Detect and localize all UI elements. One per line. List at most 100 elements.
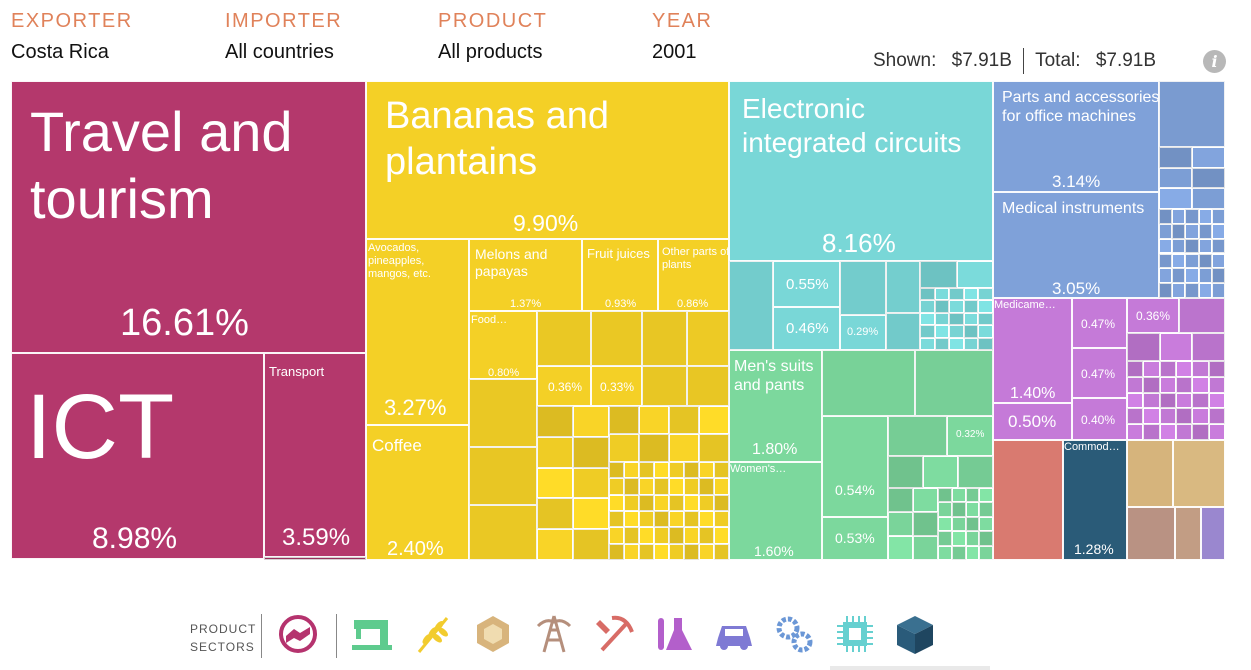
elec-small-tile[interactable]	[920, 337, 935, 350]
machinery-small-tile[interactable]	[1211, 268, 1225, 284]
elec-small-tile[interactable]	[963, 288, 979, 301]
elec-tile-055[interactable]: 0.55%	[773, 261, 840, 307]
wheat-icon[interactable]	[411, 612, 455, 656]
textile-tile-032[interactable]: 0.32%	[947, 416, 993, 456]
textile-small-tile[interactable]	[965, 516, 980, 532]
tile-medical-instruments[interactable]: Medical instruments 3.05%	[993, 192, 1159, 298]
chem-small-tile[interactable]	[1159, 376, 1176, 393]
agri-small-tile[interactable]	[639, 543, 654, 560]
textile-small-tile[interactable]	[958, 456, 993, 488]
chem-small-tile[interactable]	[1208, 424, 1225, 440]
agri-small-tile[interactable]	[654, 511, 669, 528]
textile-small-tile[interactable]	[888, 536, 913, 560]
agri-small-tile[interactable]	[684, 494, 699, 511]
agri-small-tile[interactable]	[573, 529, 609, 560]
agri-small-tile[interactable]	[699, 511, 714, 528]
agri-small-tile[interactable]	[669, 543, 684, 560]
textile-small-tile[interactable]	[979, 531, 993, 546]
agri-small-tile[interactable]	[624, 494, 639, 511]
machinery-small-tile[interactable]	[1198, 223, 1212, 239]
agri-small-tile[interactable]	[714, 527, 729, 544]
textile-small-tile[interactable]	[965, 531, 980, 546]
chem-small-tile[interactable]	[1159, 424, 1176, 440]
gears-icon[interactable]	[773, 612, 817, 656]
elec-small-tile[interactable]	[934, 312, 950, 326]
textile-small-tile[interactable]	[938, 531, 952, 546]
agri-tile-033[interactable]: 0.33%	[591, 366, 642, 406]
tile-electronic-integrated-circuits[interactable]: Electronic integrated circuits 8.16%	[729, 81, 993, 261]
textile-small-tile[interactable]	[979, 545, 993, 560]
textile-small-tile[interactable]	[913, 488, 938, 512]
elec-tile-029[interactable]: 0.29%	[840, 315, 886, 350]
chem-tile[interactable]	[1179, 298, 1225, 333]
agri-small-tile[interactable]	[537, 436, 573, 468]
chem-small-tile[interactable]	[1192, 408, 1209, 425]
tile-coffee[interactable]: Coffee 2.40%	[366, 425, 469, 560]
machinery-small-tile[interactable]	[1159, 283, 1173, 298]
agri-tile[interactable]	[537, 311, 591, 366]
scroll-indicator[interactable]	[830, 666, 990, 670]
chem-small-tile[interactable]	[1176, 408, 1193, 425]
elec-small-tile[interactable]	[920, 300, 935, 313]
machinery-small-tile[interactable]	[1211, 238, 1225, 254]
minerals-tile[interactable]	[1127, 507, 1175, 560]
elec-small-tile[interactable]	[963, 312, 979, 326]
textile-small-tile[interactable]	[888, 512, 913, 536]
agri-small-tile[interactable]	[669, 527, 684, 544]
elec-tile[interactable]	[840, 261, 886, 315]
chem-small-tile[interactable]	[1208, 408, 1225, 425]
tile-ict[interactable]: ICT 8.98%	[11, 353, 264, 559]
agri-small-tile[interactable]	[654, 527, 669, 544]
agri-small-tile[interactable]	[669, 406, 699, 434]
agri-tile[interactable]	[642, 311, 687, 366]
agri-small-tile[interactable]	[684, 511, 699, 528]
elec-small-tile[interactable]	[920, 261, 957, 288]
machinery-small-tile[interactable]	[1198, 253, 1212, 269]
agri-small-tile[interactable]	[537, 529, 573, 560]
elec-tile[interactable]	[729, 261, 773, 350]
chem-small-tile[interactable]	[1176, 361, 1193, 377]
machinery-small-tile[interactable]	[1185, 253, 1199, 269]
machinery-tile[interactable]	[1159, 81, 1225, 147]
info-icon[interactable]: i	[1203, 50, 1226, 73]
tile-other-parts-of-plants[interactable]: Other parts of plants 0.86%	[658, 239, 729, 311]
textile-tile-053[interactable]: 0.53%	[822, 517, 888, 560]
machinery-small-tile[interactable]	[1211, 253, 1225, 269]
agri-small-tile[interactable]	[699, 478, 714, 495]
elec-small-tile[interactable]	[949, 288, 964, 301]
exporter-filter[interactable]: EXPORTER Costa Rica	[11, 10, 133, 64]
agri-small-tile[interactable]	[609, 511, 624, 528]
tile-travel-and-tourism[interactable]: Travel and tourism 16.61%	[11, 81, 366, 353]
chem-small-tile[interactable]	[1192, 333, 1225, 361]
textile-tile[interactable]	[915, 350, 993, 416]
chem-tile-036[interactable]: 0.36%	[1127, 298, 1179, 333]
elec-small-tile[interactable]	[978, 300, 993, 313]
elec-small-tile[interactable]	[934, 288, 950, 301]
chem-small-tile[interactable]	[1127, 424, 1144, 440]
textile-small-tile[interactable]	[979, 516, 993, 532]
agri-small-tile[interactable]	[573, 467, 609, 499]
chem-tile-047b[interactable]: 0.47%	[1072, 348, 1127, 398]
year-filter[interactable]: YEAR 2001	[652, 10, 712, 64]
car-icon[interactable]	[712, 612, 756, 656]
machinery-small-tile[interactable]	[1172, 223, 1186, 239]
machinery-small-tile[interactable]	[1172, 209, 1186, 224]
textile-small-tile[interactable]	[938, 516, 952, 532]
importer-value[interactable]: All countries	[225, 41, 334, 63]
agri-small-tile[interactable]	[639, 478, 654, 495]
machinery-small-tile[interactable]	[1198, 268, 1212, 284]
services-sliver-tile[interactable]	[264, 557, 366, 560]
agri-small-tile[interactable]	[714, 511, 729, 528]
chip-icon[interactable]	[833, 612, 877, 656]
chem-small-tile[interactable]	[1176, 424, 1193, 440]
textile-small-tile[interactable]	[979, 502, 993, 517]
agri-small-tile[interactable]	[639, 406, 669, 434]
textile-small-tile[interactable]	[951, 488, 966, 503]
agri-small-tile[interactable]	[537, 406, 573, 437]
machinery-small-tile[interactable]	[1159, 167, 1192, 189]
elec-tile-046[interactable]: 0.46%	[773, 307, 840, 350]
machinery-small-tile[interactable]	[1172, 283, 1186, 298]
chem-small-tile[interactable]	[1143, 361, 1160, 377]
elec-small-tile[interactable]	[978, 288, 993, 301]
elec-small-tile[interactable]	[963, 337, 979, 350]
